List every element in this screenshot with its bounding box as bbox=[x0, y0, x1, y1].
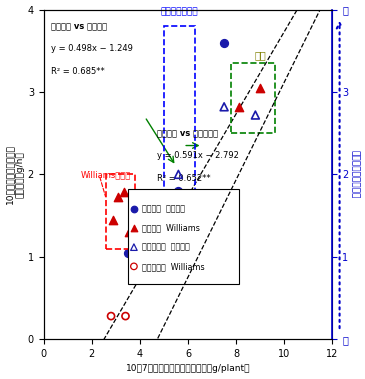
FancyBboxPatch shape bbox=[128, 189, 239, 284]
Point bbox=[115, 194, 121, 200]
Text: エンレイ・摘莢: エンレイ・摘莢 bbox=[161, 7, 199, 16]
Point bbox=[139, 254, 145, 260]
Text: 青立ち程度  エンレイ: 青立ち程度 エンレイ bbox=[142, 243, 190, 252]
Text: 虫害: 虫害 bbox=[254, 50, 266, 60]
X-axis label: 10月7日（黄葉期）の根乾物重（g/plant）: 10月7日（黄葉期）の根乾物重（g/plant） bbox=[126, 365, 250, 373]
Text: 根乾物重 vs 出液速度: 根乾物重 vs 出液速度 bbox=[51, 22, 107, 31]
Y-axis label: 10月３日（黄葉期）の
出液速度（g/h）: 10月３日（黄葉期）の 出液速度（g/h） bbox=[5, 144, 25, 204]
Text: 青立ち程度  Williams: 青立ち程度 Williams bbox=[142, 262, 205, 271]
Point bbox=[131, 244, 137, 250]
Point bbox=[131, 263, 137, 269]
Text: 根乾物重 vs 青立ち程度: 根乾物重 vs 青立ち程度 bbox=[157, 129, 218, 138]
Text: y = 0.498x − 1.249: y = 0.498x − 1.249 bbox=[51, 44, 133, 53]
Point bbox=[257, 85, 263, 91]
Point bbox=[122, 190, 127, 196]
Y-axis label: 成熟期の青立ち程度: 成熟期の青立ち程度 bbox=[350, 150, 360, 199]
Point bbox=[125, 250, 131, 256]
Point bbox=[176, 171, 181, 177]
Point bbox=[111, 217, 116, 223]
Point bbox=[131, 206, 137, 212]
Point bbox=[108, 313, 114, 319]
Point bbox=[123, 313, 128, 319]
Text: 出液速度  Williams: 出液速度 Williams bbox=[142, 224, 200, 232]
Point bbox=[126, 229, 132, 235]
Text: Williams・摘莢: Williams・摘莢 bbox=[81, 170, 131, 179]
Text: R² = 0.652**: R² = 0.652** bbox=[157, 174, 210, 183]
Text: y = 0.591x − 2.792: y = 0.591x − 2.792 bbox=[157, 151, 239, 160]
Point bbox=[131, 225, 137, 231]
Point bbox=[176, 188, 181, 194]
Point bbox=[221, 104, 227, 110]
Text: 出液速度  エンレイ: 出液速度 エンレイ bbox=[142, 204, 185, 213]
Point bbox=[221, 39, 227, 45]
Point bbox=[144, 229, 150, 235]
Text: R² = 0.685**: R² = 0.685** bbox=[51, 67, 105, 76]
Point bbox=[253, 112, 258, 118]
Point bbox=[236, 104, 242, 110]
